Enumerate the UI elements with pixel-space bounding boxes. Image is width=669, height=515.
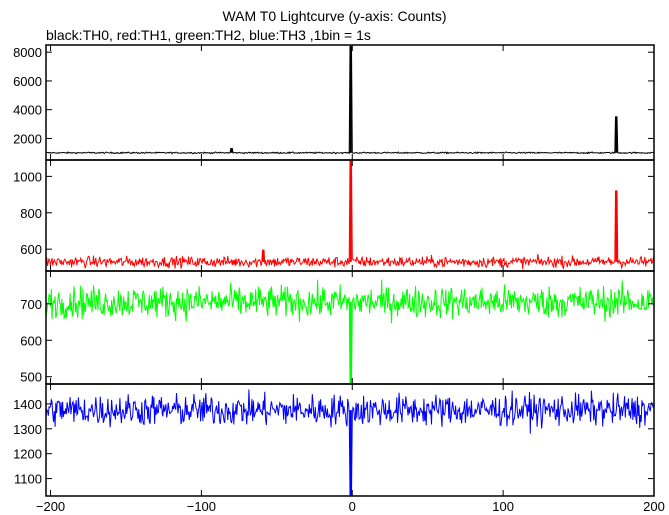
x-tick-label: 0 (349, 499, 356, 514)
y-tick-label: 1200 (13, 447, 42, 462)
y-tick-label: 600 (20, 242, 42, 257)
chart-subtitle: black:TH0, red:TH1, green:TH2, blue:TH3 … (46, 27, 371, 43)
y-tick-label: 6000 (13, 74, 42, 89)
y-tick-label: 1100 (14, 472, 42, 487)
y-tick-label: 1300 (13, 422, 42, 437)
x-tick-label: −100 (187, 499, 216, 514)
y-tick-label: 500 (20, 370, 42, 385)
chart-title: WAM T0 Lightcurve (y-axis: Counts) (222, 8, 447, 24)
panel-frame-th3 (45, 383, 655, 497)
x-tick-label: 100 (492, 499, 514, 514)
y-tick-label: 800 (20, 206, 42, 221)
y-tick-label: 1000 (13, 169, 42, 184)
y-tick-label: 700 (20, 297, 42, 312)
y-tick-label: 2000 (13, 131, 42, 146)
x-tick-label: 200 (643, 499, 665, 514)
y-tick-label: 8000 (13, 45, 42, 60)
y-tick-label: 600 (20, 333, 42, 348)
y-tick-label: 1400 (13, 397, 42, 412)
y-tick-label: 4000 (13, 103, 42, 118)
x-tick-label: −200 (36, 499, 65, 514)
series-th0 (45, 45, 655, 155)
